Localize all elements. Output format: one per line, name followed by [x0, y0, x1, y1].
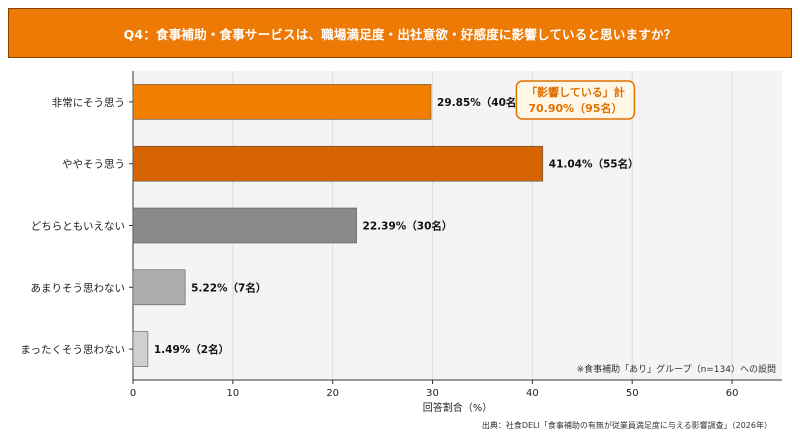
- data-label: 29.85%（40名）: [437, 96, 527, 109]
- bar: [132, 331, 149, 367]
- chart-note: ※食事補助「あり」グループ（n=134）への設問: [577, 363, 776, 375]
- x-tick-label: 0: [130, 388, 136, 399]
- bar: [132, 207, 357, 244]
- data-label: 41.04%（55名）: [549, 158, 639, 171]
- bar: [132, 145, 544, 182]
- x-tick-label: 50: [626, 388, 639, 399]
- x-tick-label: 10: [226, 388, 239, 399]
- x-tick-label: 20: [326, 388, 339, 399]
- x-axis-title: 回答割合（%）: [423, 401, 493, 414]
- callout-box: [515, 80, 636, 120]
- callout-line2: 70.90%（95名）: [528, 101, 622, 115]
- chart-title: Q4：食事補助・食事サービスは、職場満足度・出社意欲・好感度に影響していると思い…: [123, 26, 677, 42]
- callout-line1: 「影響している」計: [526, 85, 625, 99]
- bar: [132, 84, 432, 120]
- data-label: 22.39%（30名）: [363, 220, 453, 233]
- bar: [132, 269, 186, 306]
- x-tick-label: 60: [726, 388, 739, 399]
- category-label: まったくそう思わない: [20, 344, 125, 356]
- x-tick-label: 30: [426, 388, 439, 399]
- category-label: どちらともいえない: [31, 221, 125, 233]
- category-label: 非常にそう思う: [52, 96, 125, 109]
- category-label: ややそう思う: [62, 159, 125, 171]
- x-tick-label: 40: [526, 388, 539, 399]
- data-label: 5.22%（7名）: [191, 281, 266, 294]
- data-label: 1.49%（2名）: [154, 343, 229, 356]
- source-footer: 出典：社食DELI「食事補助の有無が従業員満足度に与える影響調査」（2026年）: [481, 421, 772, 430]
- category-label: あまりそう思わない: [31, 282, 126, 294]
- title-banner: Q4：食事補助・食事サービスは、職場満足度・出社意欲・好感度に影響していると思い…: [8, 8, 792, 58]
